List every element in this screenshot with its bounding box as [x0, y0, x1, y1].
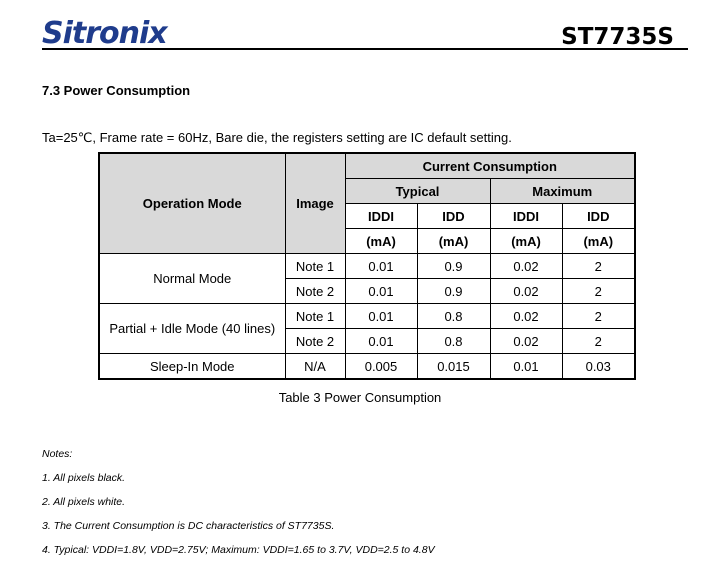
table-row: Normal Mode Note 1 0.01 0.9 0.02 2 — [98, 253, 636, 304]
typ-idd-cell: 0.9 — [416, 278, 491, 304]
max-idd-cell: 2 — [561, 253, 636, 279]
notes-title: Notes: — [42, 448, 73, 460]
typ-idd-cell: 0.8 — [416, 303, 491, 329]
image-cell: Note 1 — [284, 303, 346, 329]
note-item: 4. Typical: VDDI=1.8V, VDD=2.75V; Maximu… — [42, 544, 435, 556]
typ-iddi-cell: 0.01 — [344, 253, 418, 279]
mode-cell: Partial + Idle Mode (40 lines) — [98, 303, 286, 354]
table-row: Sleep-In Mode N/A 0.005 0.015 0.01 0.03 — [98, 353, 636, 380]
header-image: Image — [284, 152, 346, 254]
image-cell: Note 1 — [284, 253, 346, 279]
note-item: 2. All pixels white. — [42, 496, 126, 508]
note-item: 1. All pixels black. — [42, 472, 126, 484]
image-cell: N/A — [284, 353, 346, 380]
header-operation-mode: Operation Mode — [98, 152, 286, 254]
header-divider — [42, 48, 688, 50]
header-max-iddi: IDDI — [489, 203, 563, 229]
note-item: 3. The Current Consumption is DC charact… — [42, 520, 335, 532]
mode-cell: Sleep-In Mode — [98, 353, 286, 380]
max-iddi-cell: 0.02 — [489, 328, 563, 354]
header-current-consumption: Current Consumption — [344, 152, 636, 179]
section-title: 7.3 Power Consumption — [42, 83, 191, 98]
image-cell: Note 2 — [284, 278, 346, 304]
max-idd-cell: 2 — [561, 278, 636, 304]
typ-iddi-cell: 0.005 — [344, 353, 418, 380]
typ-idd-cell: 0.9 — [416, 253, 491, 279]
header-max-idd: IDD — [561, 203, 636, 229]
max-iddi-cell: 0.02 — [489, 253, 563, 279]
power-consumption-table: Operation Mode Image Current Consumption… — [98, 152, 637, 380]
unit-max-idd: (mA) — [561, 228, 636, 254]
unit-max-iddi: (mA) — [489, 228, 563, 254]
typ-iddi-cell: 0.01 — [344, 278, 418, 304]
max-idd-cell: 2 — [561, 328, 636, 354]
max-idd-cell: 0.03 — [561, 353, 636, 380]
header-typ-iddi: IDDI — [344, 203, 418, 229]
max-iddi-cell: 0.01 — [489, 353, 563, 380]
logo: Sitronix — [42, 16, 168, 51]
part-number: ST7735S — [561, 24, 674, 50]
table-row: Note 2 0.01 0.8 0.02 2 — [99, 328, 636, 354]
max-iddi-cell: 0.02 — [489, 278, 563, 304]
notes: Notes: 1. All pixels black. 2. All pixel… — [42, 448, 435, 568]
unit-typ-idd: (mA) — [416, 228, 491, 254]
header-typical: Typical — [344, 178, 491, 204]
max-idd-cell: 2 — [561, 303, 636, 329]
test-conditions: Ta=25℃, Frame rate = 60Hz, Bare die, the… — [42, 130, 512, 145]
image-cell: Note 2 — [284, 328, 346, 354]
table-row: Note 2 0.01 0.9 0.02 2 — [99, 278, 636, 304]
unit-typ-iddi: (mA) — [344, 228, 418, 254]
typ-idd-cell: 0.8 — [416, 328, 491, 354]
typ-iddi-cell: 0.01 — [344, 328, 418, 354]
typ-idd-cell: 0.015 — [416, 353, 491, 380]
mode-cell: Normal Mode — [98, 253, 286, 304]
typ-iddi-cell: 0.01 — [344, 303, 418, 329]
table-caption: Table 3 Power Consumption — [278, 390, 442, 405]
header-maximum: Maximum — [489, 178, 636, 204]
max-iddi-cell: 0.02 — [489, 303, 563, 329]
table-row: Partial + Idle Mode (40 lines) Note 1 0.… — [98, 303, 636, 354]
header-typ-idd: IDD — [416, 203, 491, 229]
